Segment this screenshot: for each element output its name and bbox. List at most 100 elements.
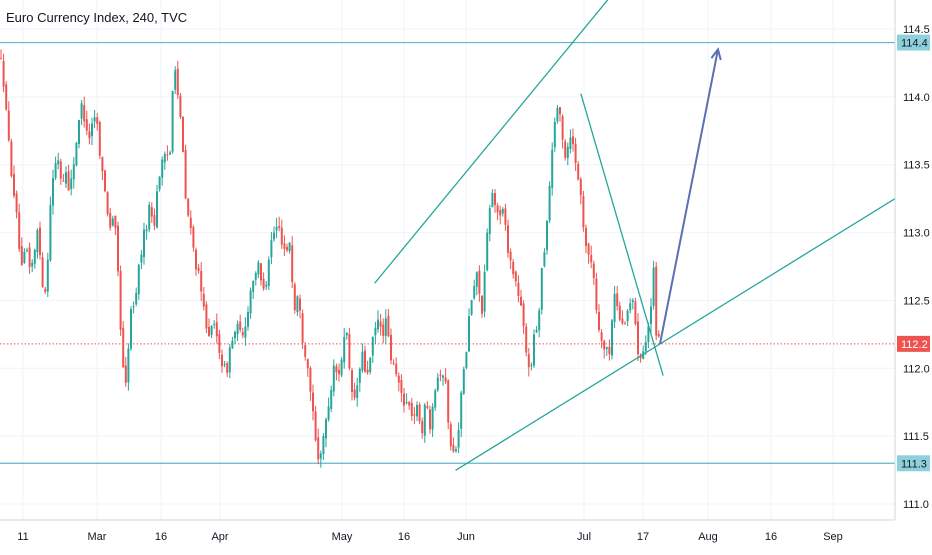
candle	[382, 318, 385, 344]
candle-body	[20, 246, 23, 266]
candle	[88, 123, 91, 145]
candle	[486, 228, 489, 272]
candle	[551, 142, 554, 196]
candle	[488, 204, 491, 242]
candle-body	[93, 117, 96, 122]
candle	[611, 318, 613, 360]
candle-body	[514, 271, 517, 282]
candle	[20, 237, 23, 266]
candle-body	[442, 375, 444, 378]
candle-body	[457, 429, 460, 448]
candle	[195, 247, 197, 276]
candle-body	[330, 389, 333, 409]
candle	[460, 390, 463, 438]
candle	[413, 407, 416, 424]
candle-body	[13, 174, 15, 196]
candle	[449, 421, 452, 451]
candle-body	[5, 84, 8, 110]
candle	[286, 243, 288, 253]
candle-body	[397, 375, 400, 383]
candle-body	[392, 362, 395, 364]
candle-body	[585, 227, 587, 246]
y-tick-label: 114.5	[903, 24, 930, 36]
candle-body	[403, 393, 405, 406]
candle	[150, 202, 153, 223]
candle-body	[301, 313, 304, 343]
candle-body	[637, 321, 639, 355]
candle-body	[595, 278, 598, 311]
candle-body	[512, 261, 515, 275]
candle-body	[652, 267, 655, 306]
candle	[208, 318, 210, 337]
candle-body	[517, 282, 520, 296]
candle	[270, 232, 273, 265]
candle	[332, 359, 335, 397]
candle	[577, 161, 580, 181]
candle	[304, 342, 307, 361]
candle-body	[416, 405, 418, 417]
candle	[325, 417, 327, 448]
candle-body	[174, 70, 177, 90]
candle	[210, 325, 213, 339]
candle	[634, 297, 637, 326]
candle-body	[356, 385, 359, 398]
candle-body	[566, 146, 569, 159]
candle-body	[650, 306, 652, 324]
candle	[546, 220, 548, 255]
candle	[156, 184, 158, 229]
candle	[122, 321, 125, 368]
candle-body	[481, 295, 483, 314]
candle	[78, 119, 80, 149]
candle-body	[283, 243, 286, 249]
candle	[499, 205, 502, 225]
candle	[273, 226, 275, 242]
candle	[171, 90, 174, 154]
candle	[72, 157, 75, 189]
candle-body	[148, 204, 151, 230]
x-tick-label: Aug	[698, 531, 718, 543]
candle-body	[78, 120, 80, 144]
candle-body	[377, 319, 379, 330]
candle-body	[137, 264, 140, 295]
falling-wedge-line	[580, 93, 664, 376]
current-price-label: 112.2	[901, 339, 928, 351]
candle-body	[491, 193, 494, 208]
candle-body	[135, 292, 138, 305]
candle-body	[124, 365, 127, 383]
candle-body	[605, 346, 608, 349]
candle-body	[145, 229, 148, 232]
candle	[132, 301, 135, 314]
candle-body	[153, 215, 156, 226]
candle-body	[46, 259, 49, 292]
candle-body	[574, 143, 577, 164]
x-tick-label: Sep	[823, 531, 843, 543]
candle	[569, 129, 572, 154]
candle-body	[509, 251, 512, 261]
candle	[400, 374, 403, 402]
candle-body	[130, 309, 132, 349]
candle-body	[234, 331, 236, 339]
candle-body	[205, 304, 208, 329]
candle-body	[387, 315, 390, 337]
candle-body	[306, 359, 309, 369]
candle-body	[202, 294, 205, 307]
candle	[540, 267, 543, 315]
candle-body	[275, 226, 278, 231]
candle-body	[228, 347, 231, 373]
candle	[572, 128, 574, 152]
x-tick-label: 11	[17, 531, 28, 543]
candle	[145, 224, 148, 240]
candle-body	[278, 226, 281, 228]
candle-body	[551, 149, 554, 188]
candle	[49, 196, 52, 262]
candle	[65, 166, 67, 188]
candle-body	[223, 363, 226, 365]
candle	[137, 264, 140, 300]
candle	[174, 66, 177, 95]
candle	[491, 189, 494, 208]
candle	[104, 169, 106, 193]
candle	[525, 323, 528, 357]
candle	[41, 252, 44, 288]
candle-body	[538, 310, 541, 331]
candle	[226, 361, 229, 378]
